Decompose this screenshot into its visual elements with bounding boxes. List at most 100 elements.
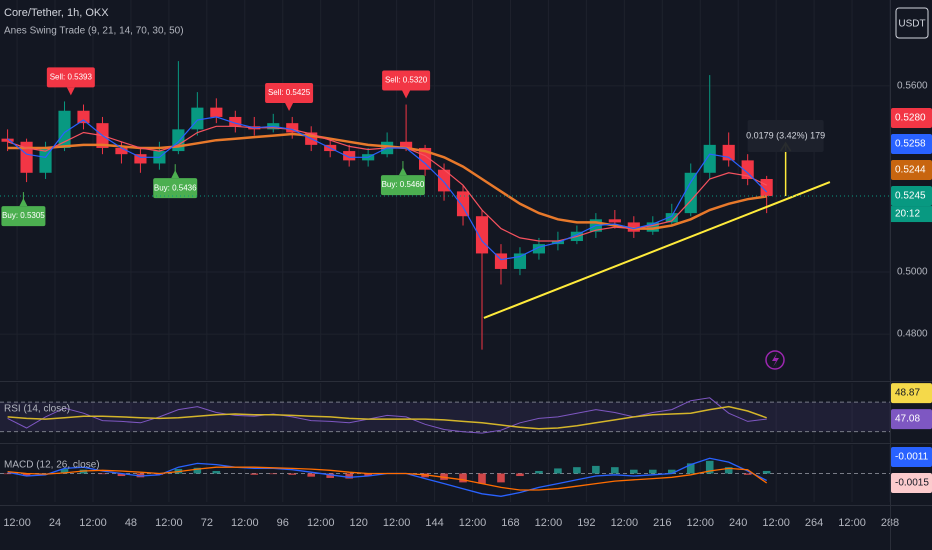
histogram-bar	[98, 473, 107, 475]
x-tick-label: 12:00	[307, 517, 335, 529]
x-tick-label: 96	[277, 517, 289, 529]
indicator-line	[7, 466, 768, 491]
buy-signal-pointer	[19, 198, 28, 207]
candle-body	[475, 216, 489, 254]
countdown-badge	[891, 206, 932, 223]
price-badge-label: 47.08	[895, 414, 920, 425]
histogram-bar	[3, 473, 12, 475]
candle-body	[134, 154, 147, 164]
candle-body	[646, 222, 659, 232]
sell-signal	[382, 70, 431, 91]
histogram-bar	[648, 469, 657, 474]
candle-body	[532, 244, 546, 254]
candle-body	[456, 191, 470, 217]
histogram-bar	[117, 473, 126, 477]
price-badge-label: 0.5245	[895, 191, 926, 202]
y-tick-label: 0.5600	[897, 81, 928, 92]
currency-button-label[interactable]: USDT	[898, 19, 925, 30]
x-tick-label: 12:00	[762, 517, 790, 529]
candle-body	[210, 107, 223, 117]
sell-signal-pointer	[285, 102, 294, 111]
x-tick-label: 24	[49, 517, 61, 529]
x-tick-label: 168	[501, 517, 519, 529]
candle-body	[665, 213, 678, 223]
histogram-bar	[573, 467, 581, 474]
alert-icon[interactable]	[765, 350, 785, 370]
price-badge-label: 0.5280	[895, 113, 926, 124]
price-badge-label: -0.0011	[895, 452, 929, 463]
y-tick-label: 0.5000	[897, 267, 928, 278]
histogram-bar	[269, 473, 278, 475]
buy-signal	[1, 206, 46, 227]
x-tick-label: 12:00	[686, 517, 714, 529]
x-tick-label: 12:00	[79, 517, 107, 529]
price-badge-label: 48.87	[895, 388, 920, 399]
candle-body	[741, 160, 754, 179]
x-tick-label: 12:00	[535, 517, 563, 529]
alert-icon-bolt	[772, 353, 779, 367]
moving-average	[7, 116, 768, 261]
countdown: 20:12	[895, 209, 920, 220]
buy-signal	[153, 178, 198, 199]
x-tick-label: 72	[201, 517, 213, 529]
histogram-bar	[497, 473, 505, 483]
histogram-bar	[535, 470, 543, 474]
indicator-line	[7, 405, 767, 430]
histogram-bar	[630, 469, 638, 474]
price-badge	[891, 186, 932, 207]
histogram-bar	[326, 473, 334, 478]
candle-body	[191, 107, 204, 130]
indicator-title: Anes Swing Trade (9, 21, 14, 70, 30, 50)	[4, 26, 184, 37]
histogram-bar	[288, 473, 297, 475]
histogram-bar	[193, 467, 202, 474]
histogram-bar	[212, 470, 221, 474]
histogram-bar	[478, 473, 486, 484]
x-tick-label: 12:00	[611, 517, 639, 529]
price-badge-label: 0.5258	[895, 139, 926, 150]
rsi-band	[0, 402, 890, 432]
x-tick-label: 12:00	[459, 517, 487, 529]
candle-body	[286, 123, 299, 133]
sell-signal-label: Sell: 0.5320	[385, 76, 428, 85]
x-tick-label: 144	[425, 517, 443, 529]
x-tick-label: 12:00	[383, 517, 411, 529]
candle-body	[684, 172, 697, 214]
histogram-bar	[307, 473, 316, 477]
buy-signal-label: Buy: 0.5436	[154, 183, 197, 192]
candle-body	[229, 116, 242, 127]
histogram-bar	[60, 469, 69, 474]
y-tick-label: 0.4800	[897, 329, 928, 340]
x-tick-label: 48	[125, 517, 137, 529]
histogram-bar	[250, 473, 259, 475]
moving-average	[7, 132, 767, 230]
candle-body	[20, 141, 33, 173]
price-badge	[891, 409, 932, 430]
candle-body	[1, 138, 14, 142]
x-tick-label: 12:00	[3, 517, 31, 529]
price-badge-label: 0.5244	[895, 165, 926, 176]
histogram-bar	[345, 473, 353, 479]
price-badge	[891, 447, 932, 467]
histogram-bar	[516, 473, 524, 477]
sell-signal	[46, 67, 95, 88]
buy-signal-label: Buy: 0.5305	[2, 211, 45, 220]
histogram-bar	[592, 465, 600, 474]
price-badge	[891, 108, 932, 129]
candle-body	[608, 219, 621, 223]
currency-button[interactable]	[895, 7, 929, 39]
x-tick-label: 12:00	[231, 517, 259, 529]
measure-box	[747, 120, 824, 153]
candle-body	[77, 110, 90, 124]
x-tick-label: 12:00	[155, 517, 183, 529]
candle-body	[627, 222, 640, 232]
sell-signal-label: Sell: 0.5393	[50, 73, 93, 82]
buy-signal-pointer	[398, 167, 407, 176]
price-badge	[891, 160, 932, 181]
sell-signal-label: Sell: 0.5425	[268, 88, 311, 97]
sell-signal	[265, 82, 314, 103]
candle-body	[58, 110, 71, 148]
histogram-bar	[554, 468, 562, 474]
layers: 12:00 24 12:00 48 12:00 72 12:00 96 12:00 120 12:0…	[0, 0, 932, 529]
